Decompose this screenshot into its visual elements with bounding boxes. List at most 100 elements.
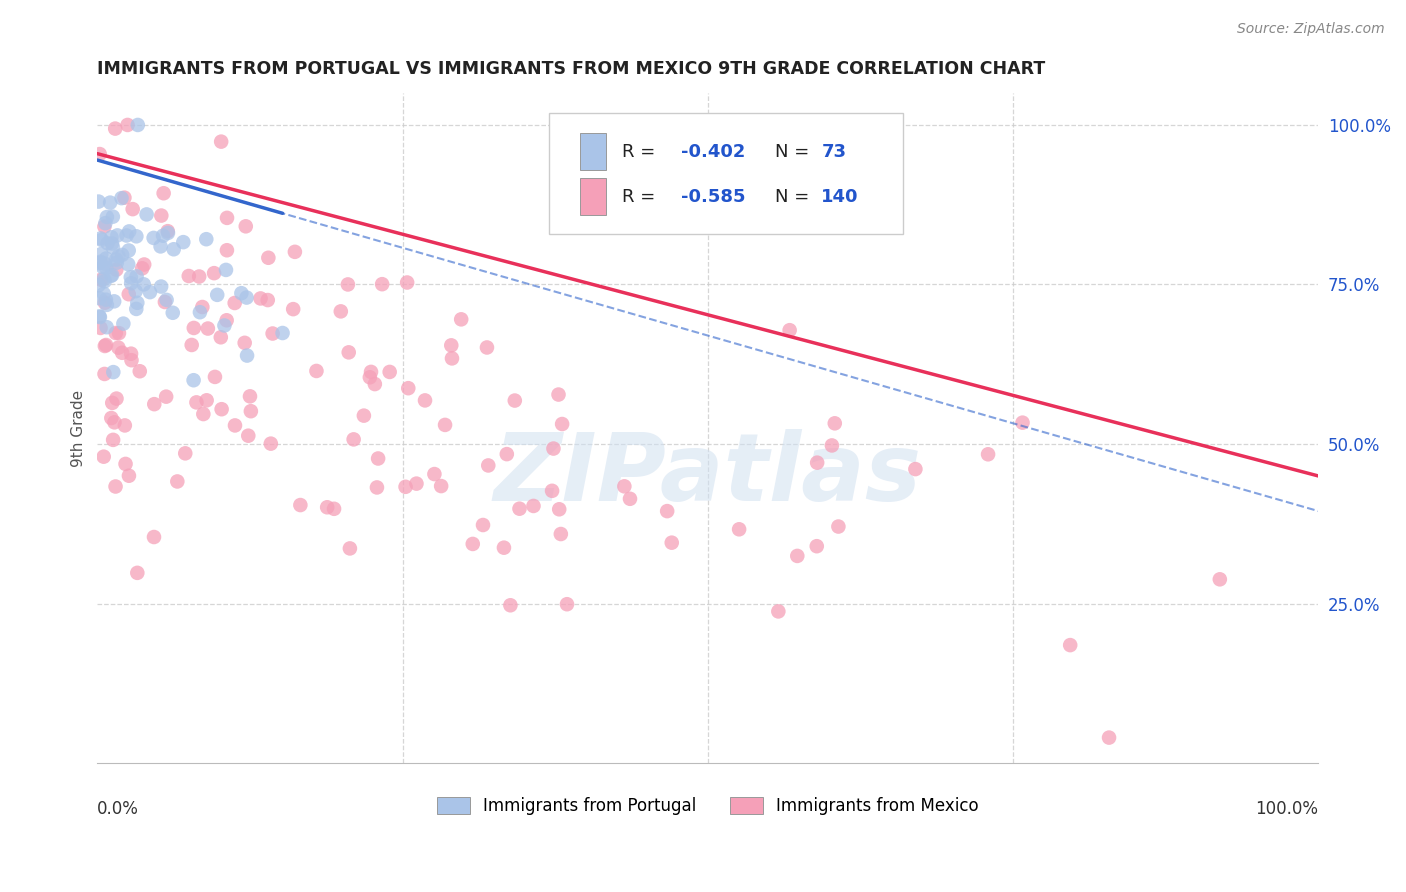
Point [224, 296, 246, 310]
Text: -0.402: -0.402 [681, 143, 745, 161]
Point [359, 370, 381, 384]
Legend: Immigrants from Portugal, Immigrants from Mexico: Immigrants from Portugal, Immigrants fro… [430, 790, 986, 822]
Point [87, 194, 110, 209]
Point [112, 317, 135, 331]
Point [93, 219, 115, 234]
Point [440, 351, 463, 366]
Point [211, 402, 233, 417]
Point [249, 292, 271, 306]
Point [101, 433, 124, 447]
Point [197, 321, 219, 335]
Point [499, 599, 522, 613]
Point [191, 300, 214, 314]
Point [180, 338, 202, 352]
Point [94, 339, 117, 353]
Point [555, 597, 578, 611]
Point [89, 255, 111, 269]
Point [396, 381, 419, 395]
Point [117, 118, 139, 132]
Point [153, 295, 176, 310]
Text: R =: R = [623, 188, 661, 206]
Text: 140: 140 [821, 188, 859, 206]
Point [91, 260, 114, 275]
Point [93, 272, 115, 286]
Point [316, 500, 339, 515]
Point [93, 274, 115, 288]
Point [284, 244, 307, 259]
Point [827, 519, 849, 533]
Point [127, 566, 149, 580]
Point [93, 256, 115, 270]
Point [87, 256, 110, 270]
Point [94, 216, 117, 230]
Point [89, 310, 111, 325]
Point [613, 479, 636, 493]
Point [117, 257, 139, 271]
Point [105, 392, 128, 406]
Point [492, 541, 515, 555]
Text: Source: ZipAtlas.com: Source: ZipAtlas.com [1237, 22, 1385, 37]
Point [90, 321, 112, 335]
Point [508, 501, 530, 516]
Point [283, 302, 305, 317]
Point [94, 295, 117, 310]
Point [366, 480, 388, 494]
Point [503, 393, 526, 408]
Point [204, 370, 226, 384]
Point [215, 313, 238, 327]
Point [125, 229, 148, 244]
Point [156, 226, 179, 240]
Point [977, 447, 1000, 461]
Bar [579, 133, 606, 170]
Point [120, 347, 142, 361]
Point [522, 499, 544, 513]
Point [155, 390, 177, 404]
Point [690, 190, 713, 204]
Point [143, 397, 166, 411]
Point [238, 428, 260, 442]
Point [96, 298, 118, 312]
Point [103, 294, 125, 309]
Point [214, 318, 236, 333]
Point [343, 433, 366, 447]
Point [183, 373, 205, 387]
Point [364, 377, 387, 392]
Point [94, 338, 117, 352]
Point [120, 270, 142, 285]
Y-axis label: 9th Grade: 9th Grade [72, 390, 86, 467]
Point [904, 462, 927, 476]
Point [290, 498, 312, 512]
Point [105, 262, 128, 277]
Point [202, 266, 225, 280]
Point [305, 364, 328, 378]
Point [472, 518, 495, 533]
Point [339, 541, 361, 556]
Point [111, 345, 134, 359]
Point [105, 255, 128, 269]
Point [821, 438, 844, 452]
Point [93, 450, 115, 464]
Point [215, 211, 238, 225]
Text: 100.0%: 100.0% [1256, 800, 1319, 818]
Text: 0.0%: 0.0% [97, 800, 139, 818]
Point [235, 219, 257, 234]
Point [257, 251, 280, 265]
Point [450, 312, 472, 326]
Point [121, 353, 143, 368]
Point [152, 228, 174, 243]
Point [101, 210, 124, 224]
Point [336, 277, 359, 292]
Point [87, 278, 110, 293]
Point [323, 501, 346, 516]
Point [661, 535, 683, 549]
Point [150, 209, 173, 223]
Point [104, 326, 127, 340]
Point [430, 479, 453, 493]
Point [89, 291, 111, 305]
Point [495, 447, 517, 461]
Point [155, 293, 177, 307]
Point [367, 451, 389, 466]
Point [824, 417, 846, 431]
Point [215, 263, 238, 277]
Point [360, 365, 382, 379]
